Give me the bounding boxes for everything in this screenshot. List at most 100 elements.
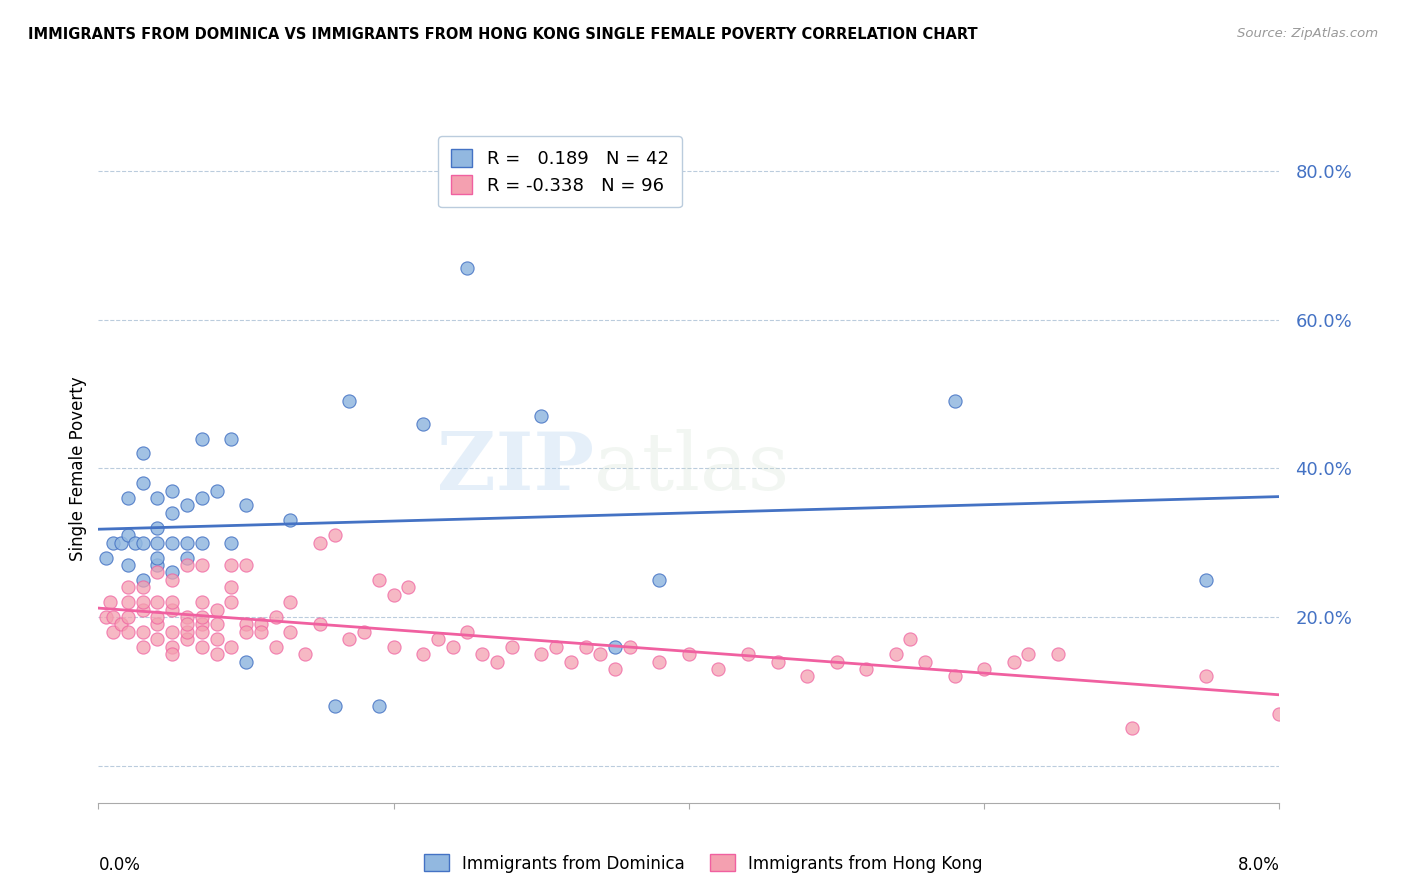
Point bbox=[544, 640, 567, 654]
Point bbox=[412, 647, 434, 661]
Point bbox=[176, 624, 198, 639]
Point bbox=[943, 394, 966, 409]
Legend: Immigrants from Dominica, Immigrants from Hong Kong: Immigrants from Dominica, Immigrants fro… bbox=[416, 847, 990, 880]
Point bbox=[162, 483, 183, 498]
Point bbox=[205, 602, 228, 616]
Point bbox=[235, 624, 257, 639]
Point bbox=[117, 624, 139, 639]
Point bbox=[132, 595, 155, 609]
Point bbox=[176, 550, 198, 565]
Point bbox=[1121, 722, 1143, 736]
Point bbox=[235, 617, 257, 632]
Point bbox=[278, 595, 301, 609]
Point bbox=[132, 640, 155, 654]
Point bbox=[264, 640, 287, 654]
Point bbox=[235, 655, 257, 669]
Point bbox=[124, 535, 146, 549]
Point bbox=[162, 624, 183, 639]
Point bbox=[456, 260, 478, 275]
Point bbox=[191, 491, 214, 505]
Point bbox=[132, 535, 155, 549]
Point bbox=[146, 595, 169, 609]
Point bbox=[308, 535, 332, 549]
Point bbox=[855, 662, 877, 676]
Point bbox=[250, 617, 273, 632]
Point bbox=[337, 394, 360, 409]
Point bbox=[162, 573, 183, 587]
Point bbox=[191, 617, 214, 632]
Point bbox=[146, 491, 169, 505]
Point bbox=[98, 595, 121, 609]
Point bbox=[560, 655, 582, 669]
Point bbox=[973, 662, 995, 676]
Point bbox=[94, 610, 117, 624]
Point bbox=[132, 476, 155, 491]
Point bbox=[132, 624, 155, 639]
Point bbox=[737, 647, 759, 661]
Point bbox=[205, 632, 228, 647]
Point bbox=[396, 580, 419, 594]
Point bbox=[219, 558, 242, 572]
Point bbox=[412, 417, 434, 431]
Text: IMMIGRANTS FROM DOMINICA VS IMMIGRANTS FROM HONG KONG SINGLE FEMALE POVERTY CORR: IMMIGRANTS FROM DOMINICA VS IMMIGRANTS F… bbox=[28, 27, 977, 42]
Point bbox=[132, 446, 155, 460]
Point bbox=[191, 558, 214, 572]
Point bbox=[146, 617, 169, 632]
Point bbox=[94, 550, 117, 565]
Point bbox=[205, 647, 228, 661]
Point bbox=[219, 595, 242, 609]
Point bbox=[205, 617, 228, 632]
Point bbox=[574, 640, 596, 654]
Point bbox=[353, 624, 375, 639]
Point bbox=[1046, 647, 1069, 661]
Point bbox=[323, 528, 346, 542]
Point bbox=[308, 617, 332, 632]
Point bbox=[530, 409, 553, 424]
Point bbox=[162, 566, 183, 580]
Point bbox=[367, 699, 389, 714]
Point bbox=[176, 499, 198, 513]
Point bbox=[117, 580, 139, 594]
Point bbox=[884, 647, 907, 661]
Point bbox=[146, 535, 169, 549]
Point bbox=[619, 640, 641, 654]
Point bbox=[162, 647, 183, 661]
Point bbox=[162, 640, 183, 654]
Point bbox=[132, 602, 155, 616]
Y-axis label: Single Female Poverty: Single Female Poverty bbox=[69, 376, 87, 560]
Point bbox=[1017, 647, 1039, 661]
Point bbox=[1194, 669, 1216, 683]
Point bbox=[426, 632, 449, 647]
Point bbox=[191, 610, 214, 624]
Point bbox=[162, 535, 183, 549]
Point bbox=[191, 595, 214, 609]
Point bbox=[382, 588, 405, 602]
Point bbox=[707, 662, 730, 676]
Point bbox=[294, 647, 316, 661]
Point bbox=[382, 640, 405, 654]
Point bbox=[235, 558, 257, 572]
Point bbox=[456, 624, 478, 639]
Point bbox=[367, 573, 389, 587]
Point bbox=[132, 580, 155, 594]
Point bbox=[103, 624, 124, 639]
Point bbox=[250, 624, 273, 639]
Point bbox=[1194, 573, 1216, 587]
Point bbox=[219, 432, 242, 446]
Point bbox=[132, 573, 155, 587]
Point bbox=[191, 624, 214, 639]
Point bbox=[235, 499, 257, 513]
Point bbox=[117, 610, 139, 624]
Point bbox=[191, 432, 214, 446]
Point bbox=[146, 610, 169, 624]
Point bbox=[1002, 655, 1025, 669]
Point bbox=[825, 655, 848, 669]
Point bbox=[191, 535, 214, 549]
Text: 0.0%: 0.0% bbox=[98, 856, 141, 874]
Point bbox=[796, 669, 818, 683]
Point bbox=[110, 617, 132, 632]
Point bbox=[146, 566, 169, 580]
Point bbox=[264, 610, 287, 624]
Point bbox=[278, 624, 301, 639]
Point bbox=[678, 647, 700, 661]
